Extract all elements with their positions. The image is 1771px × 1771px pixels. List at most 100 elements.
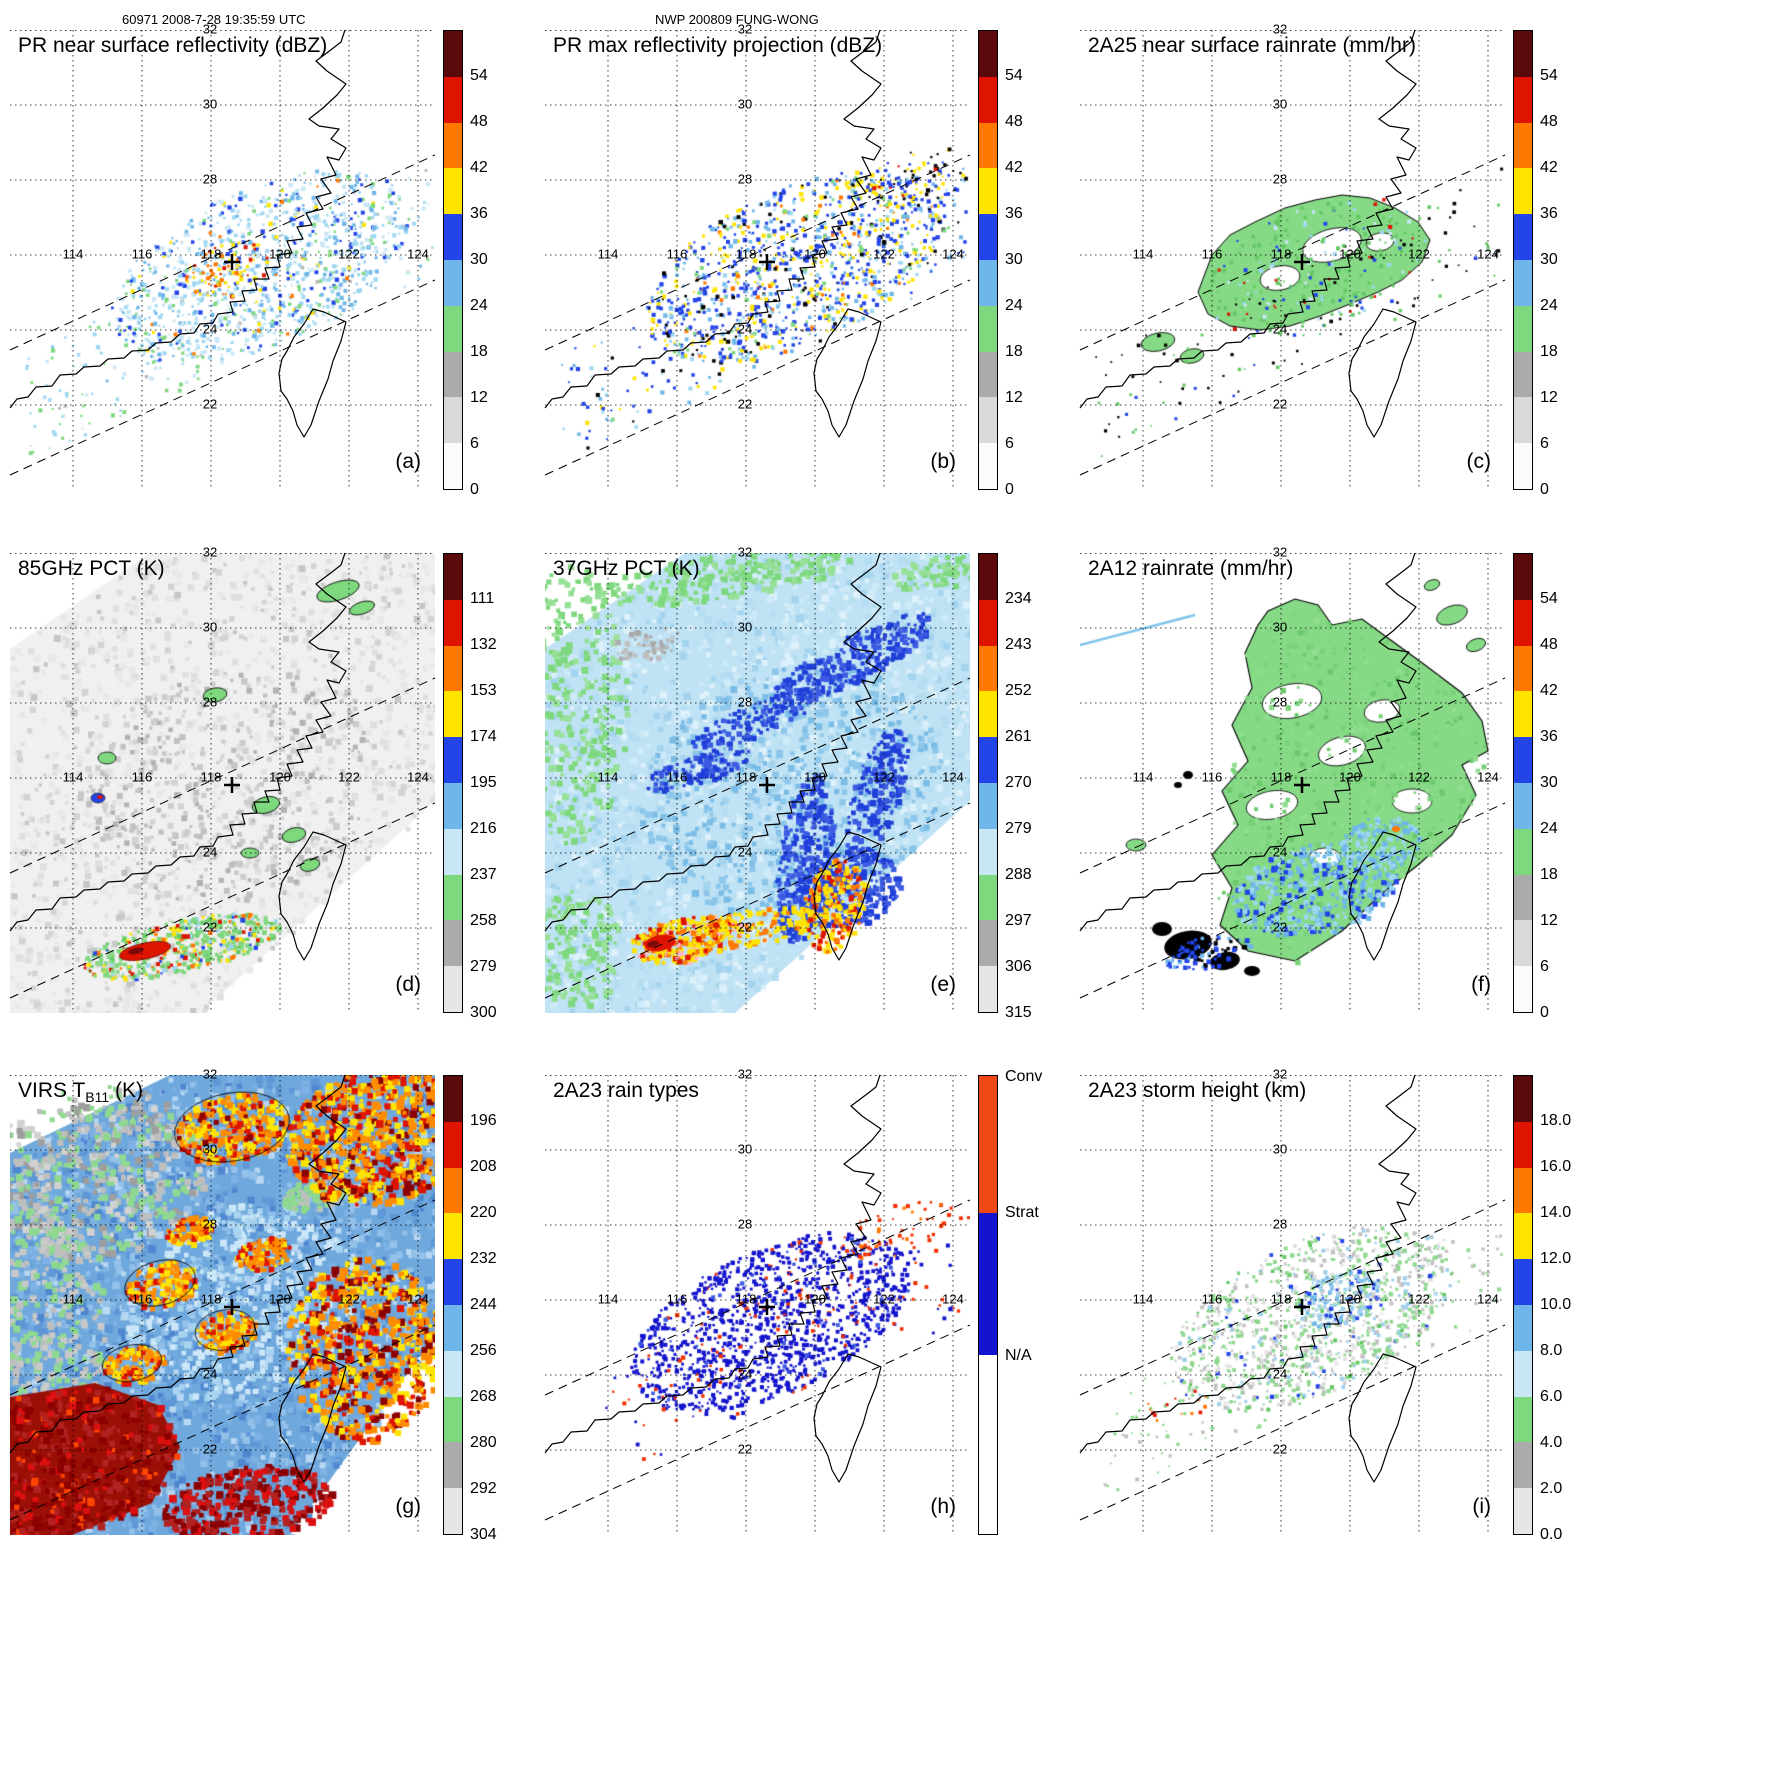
lat-tick-label: 24 xyxy=(738,1366,752,1381)
lon-tick-label: 116 xyxy=(1202,246,1223,261)
colorbar-segment xyxy=(979,737,997,783)
lat-tick-label: 22 xyxy=(738,396,752,411)
colorbar-segment xyxy=(1514,1396,1532,1443)
colorbar-tick: 36 xyxy=(1540,205,1558,222)
lon-tick-label: 118 xyxy=(1271,769,1292,784)
panel-letter: (d) xyxy=(395,973,421,996)
colorbar-tick: 54 xyxy=(470,67,488,84)
lon-tick-label: 124 xyxy=(1477,769,1499,784)
colorbar-segment xyxy=(1514,397,1532,444)
map-panel: 114 116 118 120 122 124 32 30 28 24 22 PR max refl… xyxy=(544,21,1057,498)
panel-title-subscript: B11 xyxy=(85,1089,110,1106)
map-overlay: 114 116 118 120 122 124 32 30 28 24 22 xyxy=(544,21,971,490)
colorbar-segment xyxy=(979,305,997,352)
colorbar-tick: 42 xyxy=(470,159,488,176)
coastline xyxy=(544,552,882,932)
colorbar-tick: 261 xyxy=(1005,728,1032,745)
colorbar-segment xyxy=(1514,214,1532,260)
lat-tick-label: 22 xyxy=(203,919,217,934)
lon-tick-label: 118 xyxy=(736,246,757,261)
colorbar-segment xyxy=(444,737,462,783)
colorbar-segment xyxy=(1514,259,1532,306)
colorbar-tick: 132 xyxy=(470,636,497,653)
lat-tick-label: 28 xyxy=(1273,694,1287,709)
colorbar-tick: 252 xyxy=(1005,682,1032,699)
lat-tick-label: 24 xyxy=(203,844,217,859)
colorbar-segment xyxy=(444,782,462,829)
colorbar-segment xyxy=(1514,828,1532,875)
colorbar-segment xyxy=(1514,1167,1532,1214)
colorbar xyxy=(978,553,998,1013)
colorbar-tick-labels: 196 208 220 232 244 256 268 280 292 304 xyxy=(470,1075,522,1543)
pr-swath-edge xyxy=(1079,154,1506,351)
lon-tick-label: 114 xyxy=(1133,1291,1154,1306)
colorbar-tick: 0 xyxy=(1540,1004,1549,1021)
lat-tick-label: 24 xyxy=(738,844,752,859)
lat-tick-label: 24 xyxy=(203,1366,217,1381)
colorbar-segment xyxy=(1514,31,1532,77)
colorbar-tick: 4.0 xyxy=(1540,1434,1563,1451)
colorbar-tick: 54 xyxy=(1540,67,1558,84)
colorbar-segment xyxy=(1514,691,1532,738)
colorbar-segment xyxy=(979,782,997,829)
colorbar-segment xyxy=(1514,1121,1532,1168)
storm-center-marker xyxy=(1294,254,1310,270)
map-area: 114 116 118 120 122 124 32 30 28 24 22 2A23 rain t… xyxy=(544,1066,971,1535)
panel-title-text: PR near surface reflectivity (dBZ) xyxy=(18,34,328,57)
colorbar-tick: 48 xyxy=(1005,113,1023,130)
lat-tick-label: 28 xyxy=(203,171,217,186)
colorbar-tick: N/A xyxy=(1005,1346,1032,1364)
coastline xyxy=(1348,308,1417,438)
colorbar-tick: 24 xyxy=(1005,297,1023,314)
colorbar-tick: 36 xyxy=(1540,728,1558,745)
colorbar xyxy=(1513,553,1533,1013)
colorbar-tick: 12 xyxy=(1005,389,1023,406)
panel-letter: (e) xyxy=(930,973,956,996)
colorbar-segment xyxy=(1514,351,1532,398)
lat-tick-label: 28 xyxy=(738,1216,752,1231)
colorbar-segment xyxy=(1514,874,1532,921)
colorbar-segment xyxy=(979,31,997,77)
colorbar-segment xyxy=(979,259,997,306)
colorbar-segment xyxy=(444,31,462,77)
lat-tick-label: 22 xyxy=(738,1441,752,1456)
map-overlay: 114 116 118 120 122 124 32 30 28 24 22 xyxy=(544,1066,971,1535)
lon-tick-label: 118 xyxy=(736,1291,757,1306)
lat-tick-label: 30 xyxy=(203,1141,217,1156)
colorbar-tick: 48 xyxy=(1540,113,1558,130)
colorbar-segment xyxy=(444,397,462,444)
colorbar-segment xyxy=(979,214,997,260)
colorbar-tick: 315 xyxy=(1005,1004,1032,1021)
colorbar-segment xyxy=(1514,443,1532,489)
colorbar-segment xyxy=(979,351,997,398)
colorbar-tick: 6 xyxy=(1540,958,1549,975)
panel-letter: (i) xyxy=(1472,1495,1491,1518)
lon-tick-label: 116 xyxy=(667,1291,688,1306)
lon-tick-label: 116 xyxy=(667,246,688,261)
panel-letter: (c) xyxy=(1466,450,1492,473)
colorbar-tick-labels: 54 48 42 36 30 24 18 12 6 0 xyxy=(1005,30,1057,498)
lat-tick-label: 22 xyxy=(203,396,217,411)
colorbar-segment xyxy=(1514,1259,1532,1305)
panel-title-text: VIRS T xyxy=(18,1079,86,1102)
colorbar-tick: 279 xyxy=(470,958,497,975)
lon-tick-label: 114 xyxy=(63,246,84,261)
colorbar-tick: 30 xyxy=(1005,251,1023,268)
colorbar-tick: 18 xyxy=(1540,343,1558,360)
lon-tick-label: 120 xyxy=(269,1291,291,1306)
colorbar-segment xyxy=(1514,920,1532,967)
colorbar-segment xyxy=(1514,168,1532,215)
colorbar-tick: 12.0 xyxy=(1540,1250,1572,1267)
coastline xyxy=(813,308,882,438)
panel-title-text: 2A23 storm height (km) xyxy=(1088,1079,1307,1102)
lon-tick-label: 116 xyxy=(132,1291,153,1306)
colorbar-tick: 232 xyxy=(470,1250,497,1267)
lon-tick-label: 122 xyxy=(1408,246,1430,261)
colorbar-segment xyxy=(444,259,462,306)
pr-swath-edge xyxy=(9,677,436,874)
colorbar-tick: 54 xyxy=(1005,67,1023,84)
panel-title-text: 2A23 rain types xyxy=(553,1079,699,1102)
lon-tick-label: 124 xyxy=(942,1291,964,1306)
lat-tick-label: 24 xyxy=(203,321,217,336)
colorbar-segment xyxy=(979,691,997,738)
